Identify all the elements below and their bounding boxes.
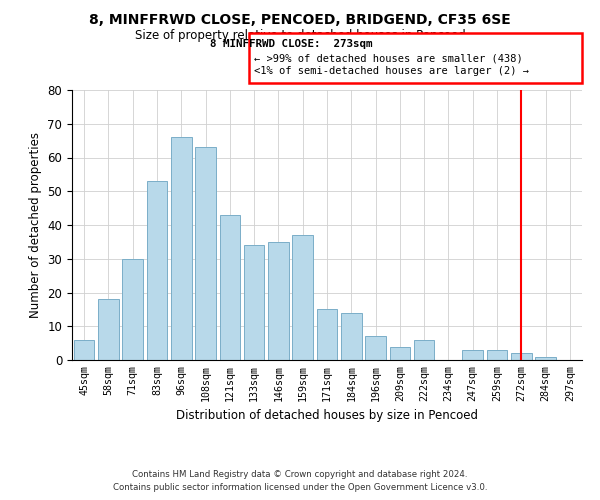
Bar: [463, 350, 483, 360]
Bar: [122, 259, 143, 360]
Bar: [487, 350, 508, 360]
Bar: [414, 340, 434, 360]
Text: 8, MINFFRWD CLOSE, PENCOED, BRIDGEND, CF35 6SE: 8, MINFFRWD CLOSE, PENCOED, BRIDGEND, CF…: [89, 12, 511, 26]
Text: Contains HM Land Registry data © Crown copyright and database right 2024.
Contai: Contains HM Land Registry data © Crown c…: [113, 470, 487, 492]
Bar: [244, 245, 265, 360]
Text: <1% of semi-detached houses are larger (2) →: <1% of semi-detached houses are larger (…: [254, 66, 529, 76]
Bar: [195, 148, 216, 360]
Bar: [535, 356, 556, 360]
Text: 8 MINFFRWD CLOSE:  273sqm: 8 MINFFRWD CLOSE: 273sqm: [210, 38, 372, 48]
Bar: [365, 336, 386, 360]
Bar: [511, 353, 532, 360]
Bar: [98, 299, 119, 360]
Bar: [74, 340, 94, 360]
Bar: [317, 310, 337, 360]
Bar: [171, 137, 191, 360]
Bar: [292, 235, 313, 360]
Bar: [389, 346, 410, 360]
Text: ← >99% of detached houses are smaller (438): ← >99% of detached houses are smaller (4…: [254, 54, 523, 64]
Bar: [268, 242, 289, 360]
Bar: [220, 215, 240, 360]
Text: Size of property relative to detached houses in Pencoed: Size of property relative to detached ho…: [134, 29, 466, 42]
X-axis label: Distribution of detached houses by size in Pencoed: Distribution of detached houses by size …: [176, 409, 478, 422]
Y-axis label: Number of detached properties: Number of detached properties: [29, 132, 42, 318]
Bar: [341, 313, 362, 360]
Bar: [146, 181, 167, 360]
